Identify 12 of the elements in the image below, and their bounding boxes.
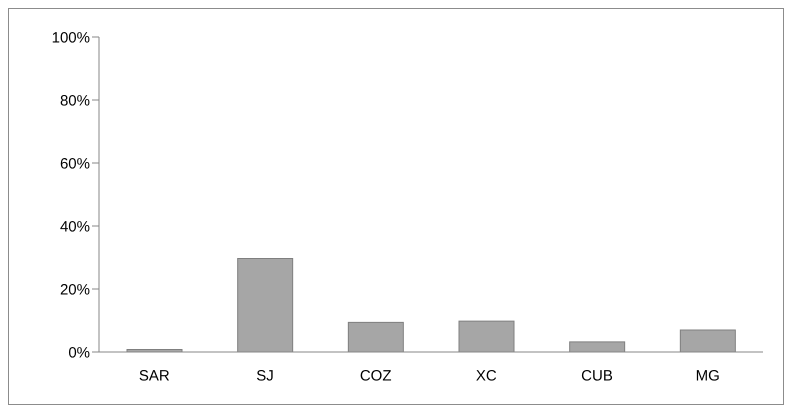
y-tick-label: 0% [68, 344, 90, 362]
y-tick-label: 80% [60, 92, 90, 110]
y-tick-label: 100% [52, 29, 90, 46]
y-tick-label: 40% [60, 218, 90, 236]
x-tick-label: XC [476, 368, 497, 385]
x-tick-label: SJ [256, 368, 274, 385]
x-tick-label: CUB [581, 368, 613, 385]
x-tick-label: SAR [138, 368, 170, 385]
x-tick-label: MG [696, 368, 720, 385]
x-tick-label: COZ [360, 368, 392, 385]
y-tick-label: 20% [60, 281, 90, 298]
y-tick-label: 60% [60, 155, 90, 172]
